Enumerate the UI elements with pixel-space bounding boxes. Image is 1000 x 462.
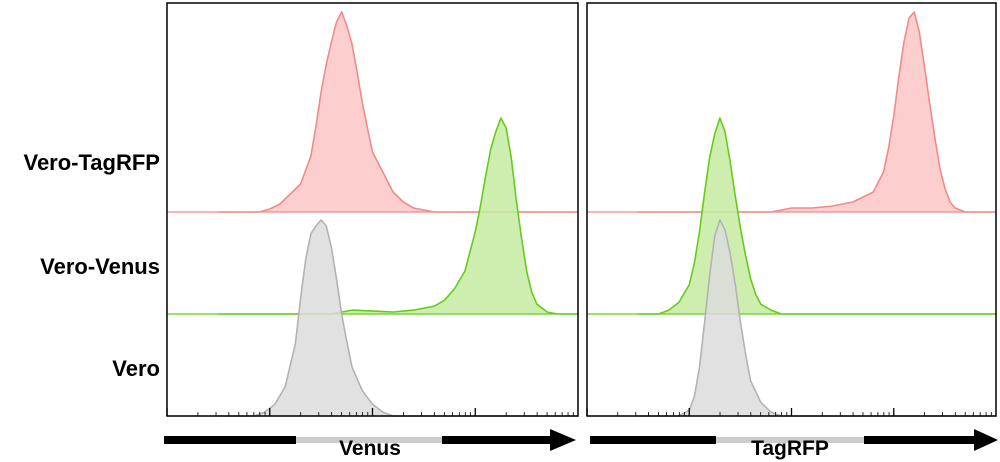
row-label-vero-venus: Vero-Venus <box>40 254 160 279</box>
x-axis-arrow-venus: Venus <box>164 429 576 460</box>
axis-arrow-head <box>550 429 576 451</box>
axis-bar-dark-right <box>442 436 550 444</box>
axis-bar-light <box>296 437 442 443</box>
x-axis-label-venus: Venus <box>339 437 401 460</box>
x-axis-label-tagrfp: TagRFP <box>751 437 829 460</box>
histogram-fill-vero-tagrfp <box>218 12 578 212</box>
axis-bar-dark-left <box>164 436 296 444</box>
histogram-fill-vero <box>218 220 578 416</box>
axis-bar-light <box>716 437 864 443</box>
x-axis-arrow-tagrfp: TagRFP <box>590 429 998 460</box>
histogram-fill-vero-venus <box>638 118 996 314</box>
histogram-line-vero <box>638 219 996 417</box>
histogram-line-vero-venus <box>218 117 578 315</box>
histogram-fill-vero-tagrfp <box>638 12 996 212</box>
histogram-line-vero <box>218 219 578 417</box>
axis-bar-dark-right <box>864 436 974 444</box>
panel-venus <box>166 2 579 417</box>
histogram-line-vero-venus <box>638 117 996 315</box>
axis-arrow-head <box>974 429 998 451</box>
histogram-line-vero-tagrfp <box>218 11 578 213</box>
row-label-vero-tagrfp: Vero-TagRFP <box>23 150 160 175</box>
panel-tagrfp <box>586 2 997 417</box>
histogram-fill-vero-venus <box>218 118 578 314</box>
row-label-vero: Vero <box>112 356 160 381</box>
axis-bar-dark-left <box>590 436 716 444</box>
histogram-fill-vero <box>638 220 996 416</box>
histogram-line-vero-tagrfp <box>638 11 996 213</box>
